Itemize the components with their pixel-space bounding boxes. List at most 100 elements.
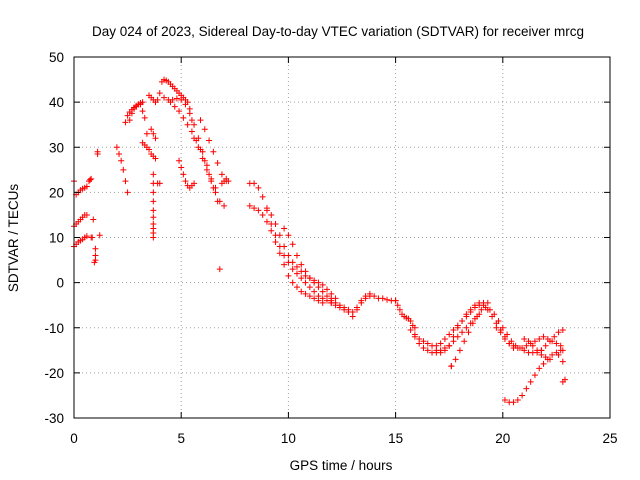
y-tick-label: -20 — [44, 366, 64, 381]
data-point — [88, 234, 95, 241]
data-point — [527, 378, 534, 385]
x-axis-label: GPS time / hours — [290, 458, 393, 473]
data-point — [118, 157, 125, 164]
series-arc-late-upper — [521, 336, 553, 363]
data-point — [263, 218, 270, 225]
data-point — [184, 121, 191, 128]
data-point — [396, 306, 403, 313]
data-point — [534, 347, 541, 354]
data-point — [486, 306, 493, 313]
data-point — [272, 239, 279, 246]
series-arc-drop-column — [150, 171, 157, 241]
data-point — [501, 336, 508, 343]
data-point — [148, 126, 155, 133]
data-point — [302, 279, 309, 286]
data-point — [150, 198, 157, 205]
data-point — [407, 317, 414, 324]
series-outlier-point — [216, 266, 223, 273]
y-axis-label: SDTVAR / TECUs — [6, 184, 21, 293]
data-point — [452, 356, 459, 363]
data-point — [523, 342, 530, 349]
data-point — [210, 148, 217, 155]
y-tick-label: 10 — [49, 231, 64, 246]
data-point — [349, 308, 356, 315]
data-point — [88, 175, 95, 182]
data-point — [150, 214, 157, 221]
data-point — [531, 372, 538, 379]
data-point — [293, 284, 300, 291]
data-point — [366, 290, 373, 297]
data-point — [191, 135, 198, 142]
data-point — [94, 148, 101, 155]
data-point — [122, 178, 129, 185]
data-points — [71, 76, 568, 406]
data-point — [491, 311, 498, 318]
data-point — [268, 227, 275, 234]
data-point — [553, 340, 560, 347]
data-point — [210, 184, 217, 191]
data-point — [289, 266, 296, 273]
data-point — [538, 351, 545, 358]
data-point — [216, 266, 223, 273]
data-point — [459, 317, 466, 324]
data-point — [289, 259, 296, 266]
data-point — [506, 340, 513, 347]
series-arc-peak-top — [146, 76, 195, 124]
data-point — [171, 103, 178, 110]
data-point — [197, 117, 204, 124]
x-tick-label: 15 — [388, 431, 403, 446]
data-point — [461, 338, 468, 345]
data-point — [191, 121, 198, 128]
data-point — [276, 250, 283, 257]
data-point — [559, 327, 566, 334]
data-point — [540, 360, 547, 367]
y-tick-label: 50 — [49, 50, 64, 65]
data-point — [225, 178, 232, 185]
data-point — [450, 333, 457, 340]
data-point — [124, 189, 131, 196]
data-point — [311, 295, 318, 302]
data-point — [495, 317, 502, 324]
data-point — [122, 119, 129, 126]
data-point — [201, 126, 208, 133]
data-point — [549, 351, 556, 358]
data-point — [437, 340, 444, 347]
data-point — [182, 101, 189, 108]
data-point — [191, 180, 198, 187]
data-point — [298, 275, 305, 282]
data-point — [514, 396, 521, 403]
data-point — [188, 117, 195, 124]
data-point — [281, 261, 288, 268]
data-point — [186, 110, 193, 117]
x-tick-label: 20 — [495, 431, 510, 446]
data-point — [493, 324, 500, 331]
data-point — [259, 193, 266, 200]
data-point — [441, 336, 448, 343]
data-point — [336, 302, 343, 309]
data-point — [459, 329, 466, 336]
data-point — [285, 252, 292, 259]
data-point — [525, 338, 532, 345]
series-arc-drop-side — [148, 126, 163, 187]
data-point — [392, 297, 399, 304]
data-point — [259, 211, 266, 218]
data-point — [83, 183, 90, 190]
data-point — [156, 180, 163, 187]
series-isolated-late — [448, 363, 568, 383]
data-point — [542, 354, 549, 361]
data-point — [523, 385, 530, 392]
data-point — [484, 299, 491, 306]
data-point — [152, 135, 159, 142]
data-point — [521, 336, 528, 343]
data-point — [173, 95, 180, 102]
y-tick-label: 40 — [49, 95, 64, 110]
data-point — [469, 320, 476, 327]
data-point — [306, 293, 313, 300]
data-point — [328, 297, 335, 304]
data-point — [161, 94, 168, 101]
data-point — [546, 338, 553, 345]
data-point — [371, 293, 378, 300]
data-point — [407, 327, 414, 334]
data-point — [178, 164, 185, 171]
